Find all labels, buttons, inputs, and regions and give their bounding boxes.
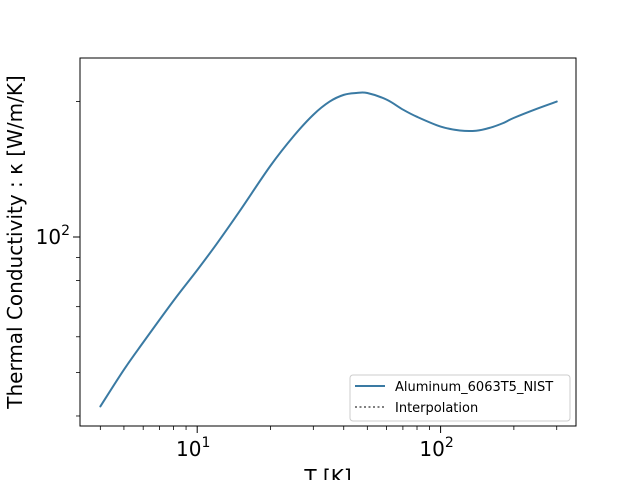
x-tick-label: 102 (419, 435, 453, 461)
legend-box (349, 374, 571, 422)
y-axis-ticks: 102 (36, 101, 80, 417)
y-axis-label: Thermal Conductivity : κ [W/m/K] (3, 75, 27, 410)
plot-frame (79, 57, 577, 427)
x-axis-ticks: 101 102 (99, 426, 558, 461)
legend: Aluminum_6063T5_NIST Interpolation (349, 374, 571, 422)
plot-lines (99, 91, 558, 408)
x-tick-label: 101 (176, 435, 210, 461)
x-axis-label: T [K] (303, 465, 351, 480)
y-tick-label: 102 (36, 223, 70, 249)
legend-label-aluminum: Aluminum_6063T5_NIST (395, 380, 553, 395)
legend-label-interpolation: Interpolation (395, 401, 478, 416)
series-line-0 (99, 91, 558, 408)
